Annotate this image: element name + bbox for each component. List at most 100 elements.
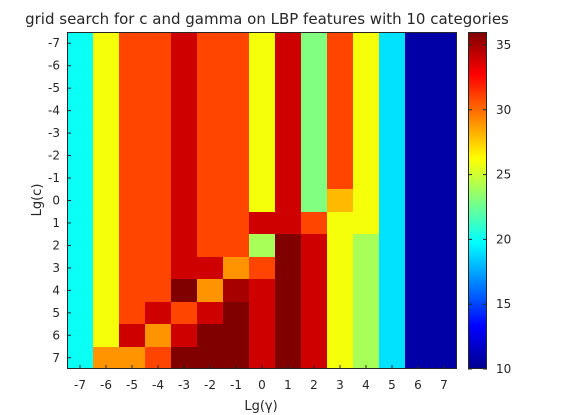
heatmap-cell: [301, 54, 327, 77]
heatmap-cell: [431, 189, 457, 212]
heatmap-cell: [93, 144, 119, 167]
heatmap-cell: [405, 302, 431, 324]
heatmap-cell: [249, 212, 275, 234]
heatmap-cell: [223, 144, 249, 167]
x-tick-label: -3: [178, 378, 190, 392]
heatmap-cell: [119, 234, 145, 257]
heatmap-cell: [145, 54, 171, 77]
heatmap-cell: [223, 189, 249, 212]
heatmap-cell: [327, 234, 353, 257]
heatmap-cell: [223, 347, 249, 369]
heatmap-cell: [223, 302, 249, 324]
heatmap-cell: [171, 99, 197, 122]
x-tick-label: -1: [230, 378, 242, 392]
heatmap-cell: [301, 234, 327, 257]
x-tick-label: 0: [258, 378, 266, 392]
heatmap-cell: [223, 324, 249, 347]
heatmap-cell: [67, 347, 93, 369]
chart-title: grid search for c and gamma on LBP featu…: [25, 10, 509, 28]
heatmap-cell: [67, 302, 93, 324]
heatmap-cell: [145, 144, 171, 167]
heatmap-cell: [327, 302, 353, 324]
heatmap-cell: [93, 32, 119, 54]
colorbar-tick-label: 10: [496, 362, 511, 376]
heatmap-cell: [67, 279, 93, 302]
y-tick-label: -4: [48, 104, 60, 118]
heatmap-cell: [171, 144, 197, 167]
heatmap-cell: [171, 189, 197, 212]
heatmap-cell: [197, 212, 223, 234]
heatmap-cell: [119, 32, 145, 54]
y-tick-label: -1: [48, 171, 60, 185]
heatmap-cell: [171, 279, 197, 302]
heatmap-cell: [275, 234, 301, 257]
heatmap-cell: [301, 257, 327, 279]
heatmap-cell: [431, 234, 457, 257]
colorbar-tick-label: 20: [496, 232, 511, 246]
heatmap-cell: [119, 302, 145, 324]
heatmap-cell: [405, 99, 431, 122]
heatmap-cell: [275, 32, 301, 54]
heatmap-cell: [67, 212, 93, 234]
heatmap-cell: [171, 347, 197, 369]
heatmap-cell: [93, 212, 119, 234]
heatmap-cell: [93, 54, 119, 77]
heatmap-cell: [119, 212, 145, 234]
heatmap-cell: [379, 212, 405, 234]
heatmap-cell: [197, 279, 223, 302]
heatmap-cell: [93, 279, 119, 302]
heatmap-cell: [275, 122, 301, 144]
heatmap-cell: [171, 234, 197, 257]
heatmap-cell: [379, 32, 405, 54]
heatmap-cell: [431, 77, 457, 99]
heatmap-cell: [171, 212, 197, 234]
heatmap-cell: [301, 302, 327, 324]
heatmap-cell: [93, 302, 119, 324]
heatmap-cell: [197, 167, 223, 189]
heatmap-cell: [171, 54, 197, 77]
y-tick-label: 1: [52, 216, 60, 230]
y-tick-label: 3: [52, 261, 60, 275]
heatmap-cell: [93, 122, 119, 144]
heatmap-cell: [249, 234, 275, 257]
y-tick-label: 2: [52, 238, 60, 252]
heatmap-cell: [249, 32, 275, 54]
heatmap-cell: [379, 189, 405, 212]
heatmap-cell: [275, 302, 301, 324]
heatmap-cell: [197, 347, 223, 369]
heatmap-cell: [405, 189, 431, 212]
heatmap-cell: [171, 122, 197, 144]
heatmap-cell: [223, 99, 249, 122]
heatmap-cell: [431, 347, 457, 369]
x-tick-label: 7: [440, 378, 448, 392]
heatmap-cell: [405, 32, 431, 54]
heatmap-cell: [327, 279, 353, 302]
heatmap-cell: [327, 32, 353, 54]
heatmap-cell: [119, 99, 145, 122]
heatmap-cell: [275, 279, 301, 302]
heatmap-cell: [223, 234, 249, 257]
heatmap-cell: [327, 99, 353, 122]
heatmap-cell: [431, 122, 457, 144]
y-tick-label: -6: [48, 59, 60, 73]
y-tick-label: 0: [52, 194, 60, 208]
heatmap-cell: [405, 234, 431, 257]
heatmap-cell: [431, 167, 457, 189]
heatmap-cell: [223, 212, 249, 234]
heatmap-cell: [431, 212, 457, 234]
heatmap-cell: [405, 77, 431, 99]
heatmap-cell: [197, 122, 223, 144]
heatmap-cell: [275, 324, 301, 347]
y-tick-label: -2: [48, 149, 60, 163]
y-tick-label: -7: [48, 36, 60, 50]
heatmap-cell: [353, 122, 379, 144]
heatmap-cell: [249, 54, 275, 77]
y-tick-label: -5: [48, 81, 60, 95]
heatmap-cell: [353, 77, 379, 99]
heatmap-cell: [353, 54, 379, 77]
heatmap-cell: [301, 99, 327, 122]
heatmap-cell: [379, 122, 405, 144]
heatmap-cell: [249, 302, 275, 324]
heatmap-cell: [301, 32, 327, 54]
